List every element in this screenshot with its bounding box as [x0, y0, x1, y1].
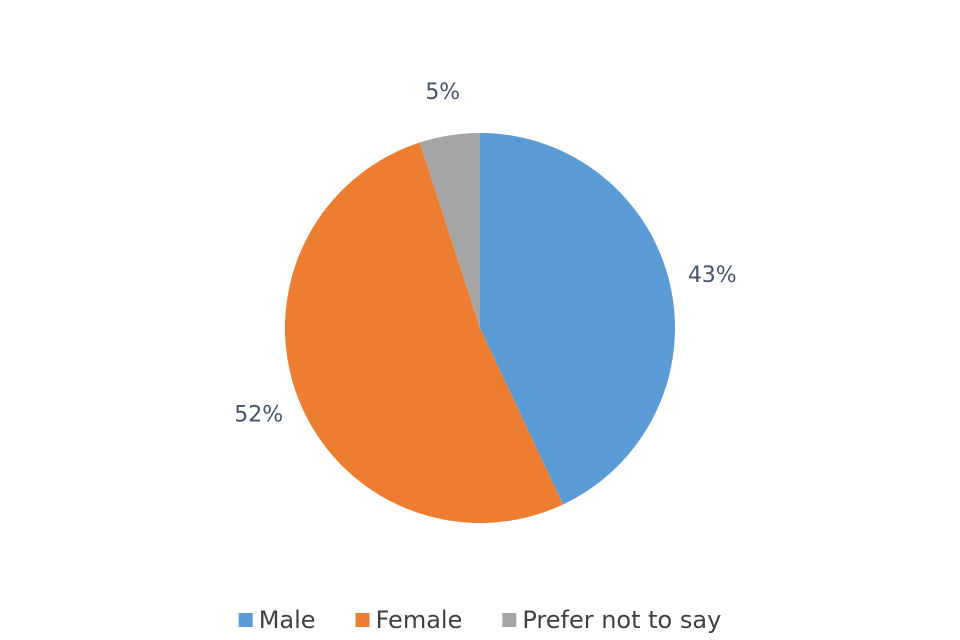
data-label: 52%	[234, 403, 283, 428]
pie-slice	[419, 133, 480, 328]
data-labels: 43% 52% 5%	[234, 80, 736, 428]
legend-swatch	[238, 613, 253, 627]
pie-slice	[285, 142, 564, 523]
legend-label: Male	[259, 606, 316, 634]
legend-label: Female	[376, 606, 463, 634]
pie-slice	[480, 133, 676, 505]
legend-swatch	[502, 613, 517, 627]
data-label: 43%	[688, 263, 737, 288]
legend-label: Prefer not to say	[522, 606, 721, 634]
pie	[285, 133, 676, 523]
legend: Male Female Prefer not to say	[238, 606, 721, 634]
data-label: 5%	[425, 80, 460, 105]
legend-swatch	[355, 613, 370, 627]
